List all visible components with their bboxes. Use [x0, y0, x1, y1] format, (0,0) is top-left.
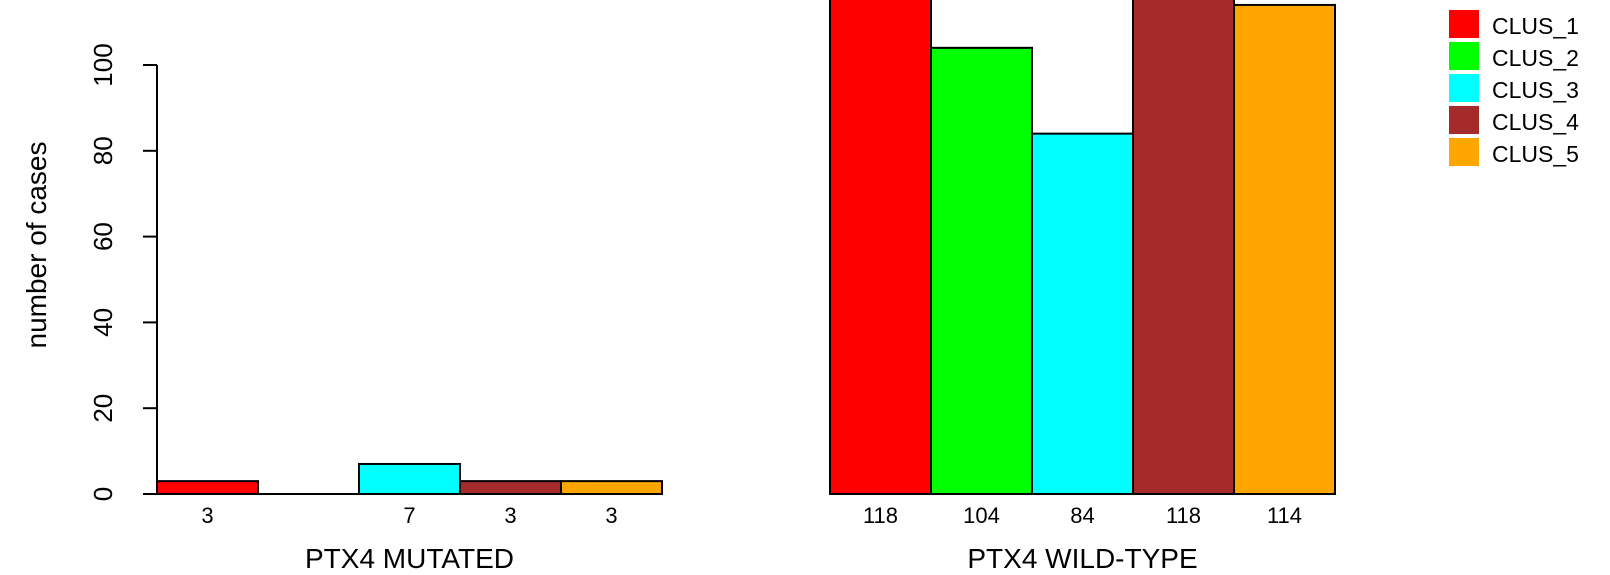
y-tick-label: 40	[88, 308, 118, 337]
legend-swatch	[1449, 10, 1479, 38]
legend-label: CLUS_3	[1492, 77, 1579, 103]
y-tick-label: 20	[88, 394, 118, 423]
bar	[829, 0, 932, 496]
bar	[1031, 132, 1134, 495]
bar-value-label: 3	[201, 503, 213, 528]
y-tick-label: 80	[88, 136, 118, 165]
y-axis: number of cases 0 20 40 60 80 100	[21, 43, 158, 501]
bar-value-label: 118	[1166, 503, 1201, 528]
bars	[156, 0, 1336, 496]
legend-swatch	[1449, 106, 1479, 134]
legend-swatch	[1449, 138, 1479, 166]
bar	[1233, 3, 1336, 495]
legend-label: CLUS_2	[1492, 45, 1579, 71]
bar-value-label: 104	[963, 503, 1000, 528]
bar	[1132, 0, 1235, 496]
group-label: PTX4 WILD-TYPE	[967, 543, 1197, 574]
bar	[560, 480, 663, 496]
legend-label: CLUS_1	[1492, 13, 1579, 39]
group-labels: PTX4 MUTATED PTX4 WILD-TYPE	[305, 543, 1198, 574]
bar-value-label: 114	[1267, 503, 1302, 528]
y-tick-label: 0	[88, 487, 118, 501]
bar	[459, 480, 562, 496]
legend-label: CLUS_5	[1492, 141, 1579, 167]
bar	[156, 480, 259, 496]
bar-value-label: 7	[403, 503, 415, 528]
bar-value-label: 3	[605, 503, 617, 528]
y-tick-label: 100	[88, 43, 118, 86]
legend-swatch	[1449, 42, 1479, 70]
legend-label: CLUS_4	[1492, 109, 1579, 135]
group-label: PTX4 MUTATED	[305, 543, 514, 574]
bar	[358, 462, 461, 496]
bar	[930, 46, 1033, 496]
legend: CLUS_1 CLUS_2 CLUS_3 CLUS_4 CLUS_5	[1449, 10, 1579, 167]
bar-value-label: 3	[504, 503, 516, 528]
legend-swatch	[1449, 74, 1479, 102]
bar-labels: 3 7 3 3 118 104 84 118 114	[201, 503, 1302, 528]
y-axis-title: number of cases	[21, 142, 52, 349]
bar-value-label: 84	[1070, 503, 1094, 528]
bar-value-label: 118	[863, 503, 898, 528]
y-tick-label: 60	[88, 222, 118, 251]
